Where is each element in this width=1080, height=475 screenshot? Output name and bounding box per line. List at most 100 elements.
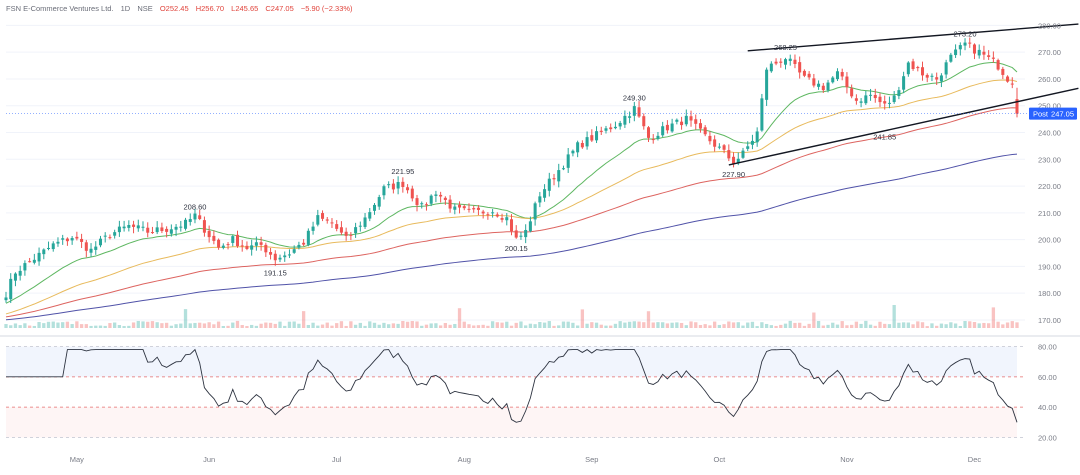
exchange-label: NSE	[137, 4, 153, 13]
volume-bar	[996, 321, 1000, 328]
volume-bar	[481, 324, 485, 328]
candle-body	[325, 219, 329, 221]
candle-body	[486, 214, 490, 216]
candle-body	[585, 137, 589, 147]
volume-bar	[949, 322, 953, 328]
candle-body	[921, 67, 925, 76]
candle-body	[963, 42, 967, 46]
volume-bar	[122, 326, 126, 328]
volume-bar	[146, 321, 150, 328]
candle-body	[765, 69, 769, 100]
candle-body	[358, 225, 362, 227]
volume-bar	[457, 308, 462, 328]
symbol-name[interactable]: FSN E-Commerce Ventures Ltd.	[6, 4, 114, 13]
candle-body	[850, 88, 854, 97]
candle-body	[878, 96, 882, 103]
volume-bar	[297, 323, 301, 328]
channel-trendline	[728, 87, 1079, 166]
price-axis-tick-label: 260.00	[1038, 75, 1061, 84]
volume-bar	[670, 322, 674, 328]
candle-body	[902, 76, 906, 90]
price-axis-tick-label: 220.00	[1038, 182, 1061, 191]
candle-body	[273, 253, 277, 261]
volume-bar	[108, 323, 112, 328]
candle-body	[802, 70, 806, 76]
volume-bar	[490, 321, 495, 328]
candle-body	[354, 227, 358, 234]
volume-bar	[760, 322, 764, 328]
volume-bar	[420, 325, 424, 328]
volume-bar	[812, 312, 816, 328]
volume-bar	[509, 325, 514, 328]
volume-bar	[868, 324, 873, 328]
candle-body	[661, 126, 665, 136]
candle-body	[528, 221, 532, 232]
price-axis-tick-label: 240.00	[1038, 129, 1061, 138]
candle-body	[854, 98, 858, 101]
volume-bar	[717, 324, 722, 328]
volume-bar	[623, 322, 627, 328]
volume-bar	[741, 325, 745, 328]
candle-body	[892, 95, 896, 103]
candle-body	[703, 127, 707, 135]
volume-bar	[906, 322, 910, 328]
candle-body	[566, 154, 570, 168]
volume-bar	[826, 324, 830, 328]
candle-body	[476, 207, 480, 210]
volume-bar	[13, 323, 18, 328]
candle-body	[788, 58, 792, 61]
candle-body	[160, 227, 164, 232]
rsi-bearish-zone-fill	[6, 407, 1017, 438]
volume-bar	[887, 324, 892, 328]
candle-body	[117, 226, 121, 233]
candle-body	[500, 218, 504, 220]
price-axis-tick-label: 210.00	[1038, 209, 1061, 218]
volume-bar	[552, 325, 556, 328]
rsi-axis-tick-label: 80.00	[1038, 343, 1057, 352]
volume-bar	[816, 321, 821, 328]
candle-body	[283, 255, 287, 258]
candle-body	[335, 224, 339, 229]
candle-body	[18, 270, 22, 276]
candle-body	[472, 208, 476, 210]
rsi-axis-tick-label: 40.00	[1038, 403, 1057, 412]
candle-body	[434, 194, 438, 196]
ohlc-change: −5.90 (−2.33%)	[300, 4, 353, 13]
rsi-axis-tick-label: 20.00	[1038, 433, 1057, 442]
volume-bar	[835, 324, 840, 328]
candle-body	[127, 225, 131, 228]
volume-bar	[79, 324, 84, 328]
volume-bar	[684, 325, 688, 328]
volume-bar	[245, 326, 249, 328]
volume-bar	[566, 321, 570, 328]
volume-bar	[689, 321, 693, 328]
volume-bar	[287, 321, 292, 328]
volume-bar	[424, 324, 429, 328]
volume-bar	[70, 324, 74, 328]
volume-bar	[443, 323, 448, 328]
volume-bar	[94, 325, 98, 328]
candle-body	[665, 124, 669, 131]
candle-body	[812, 78, 816, 86]
volume-bar	[372, 322, 377, 328]
volume-bar	[883, 323, 887, 328]
swing-price-label: 268.25	[774, 43, 797, 52]
candle-body	[783, 59, 788, 65]
volume-bar	[250, 324, 254, 328]
interval-label[interactable]: 1D	[120, 4, 131, 13]
candle-body	[1001, 68, 1005, 75]
swing-price-label: 227.90	[722, 170, 745, 179]
price-axis-tick-label: 180.00	[1038, 289, 1061, 298]
volume-bar	[963, 321, 967, 328]
volume-bar	[127, 325, 131, 328]
candle-body	[37, 252, 41, 262]
volume-bar	[958, 326, 962, 328]
ohlc-low: L245.65	[231, 4, 259, 13]
candle-body	[561, 168, 565, 170]
volume-bar	[429, 323, 433, 328]
candle-body	[977, 49, 981, 56]
volume-bar	[925, 326, 929, 328]
candle-body	[136, 225, 140, 229]
rsi-axis-tick-label: 60.00	[1038, 373, 1057, 382]
